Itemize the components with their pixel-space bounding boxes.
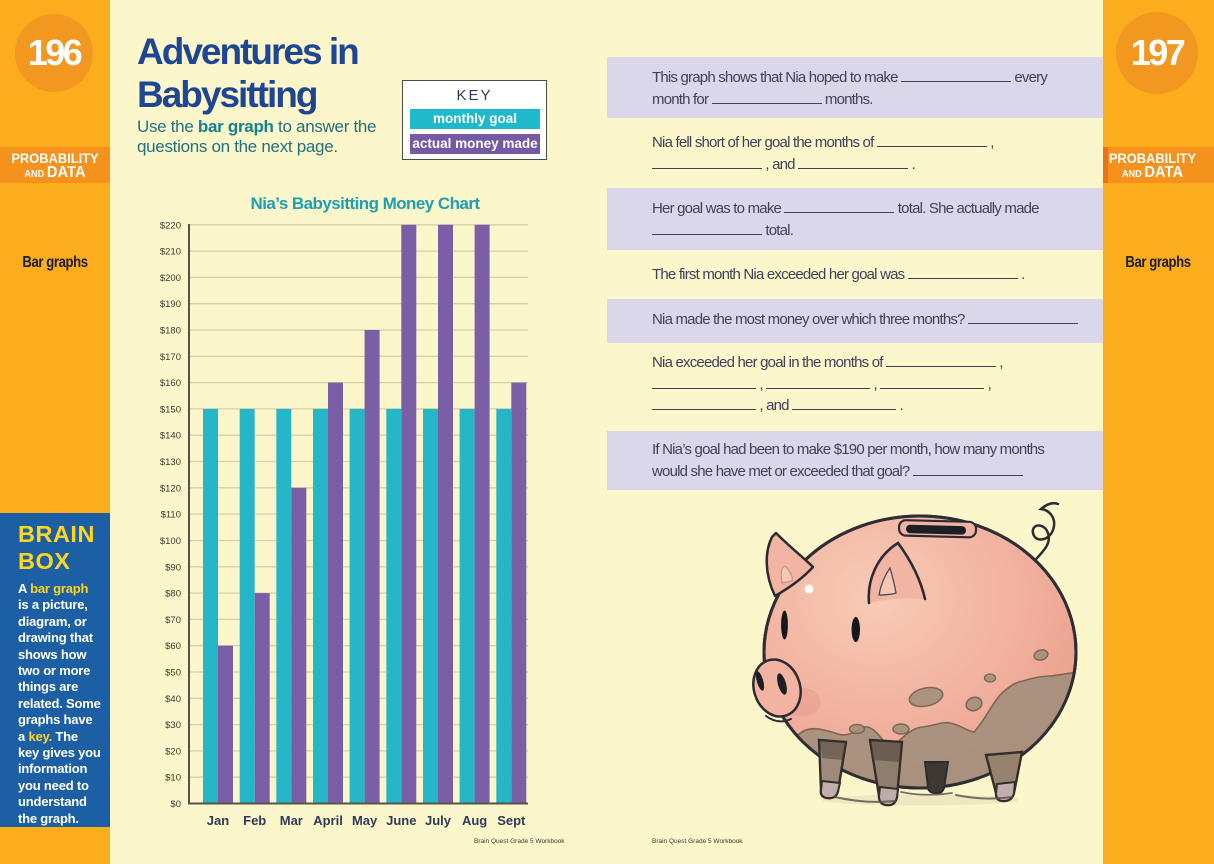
svg-text:$180: $180 <box>160 326 181 337</box>
svg-text:$190: $190 <box>160 299 181 310</box>
svg-text:$200: $200 <box>160 273 181 284</box>
svg-text:$60: $60 <box>165 641 181 652</box>
svg-text:$130: $130 <box>160 457 181 468</box>
svg-text:$20: $20 <box>165 746 181 757</box>
svg-text:$140: $140 <box>160 431 181 442</box>
svg-text:$100: $100 <box>160 536 181 547</box>
svg-text:$30: $30 <box>165 720 181 731</box>
svg-text:$210: $210 <box>160 247 181 258</box>
svg-text:July: July <box>425 813 452 828</box>
svg-text:$220: $220 <box>160 220 181 231</box>
svg-text:Aug: Aug <box>462 813 487 828</box>
svg-text:$50: $50 <box>165 668 181 679</box>
svg-text:Mar: Mar <box>280 813 303 828</box>
svg-text:$40: $40 <box>165 694 181 705</box>
svg-text:Feb: Feb <box>243 813 266 828</box>
svg-text:$170: $170 <box>160 352 181 363</box>
svg-text:May: May <box>352 813 378 828</box>
svg-text:$160: $160 <box>160 378 181 389</box>
svg-text:April: April <box>313 813 343 828</box>
svg-text:$90: $90 <box>165 562 181 573</box>
svg-text:$110: $110 <box>161 510 181 521</box>
svg-text:$10: $10 <box>165 773 181 784</box>
svg-text:$80: $80 <box>165 589 181 600</box>
svg-text:June: June <box>386 813 416 828</box>
svg-text:Sept: Sept <box>497 813 526 828</box>
svg-text:Jan: Jan <box>207 813 229 828</box>
svg-text:$70: $70 <box>165 615 181 626</box>
svg-text:$150: $150 <box>160 404 181 415</box>
svg-text:$120: $120 <box>160 483 181 494</box>
svg-text:$0: $0 <box>170 799 181 810</box>
